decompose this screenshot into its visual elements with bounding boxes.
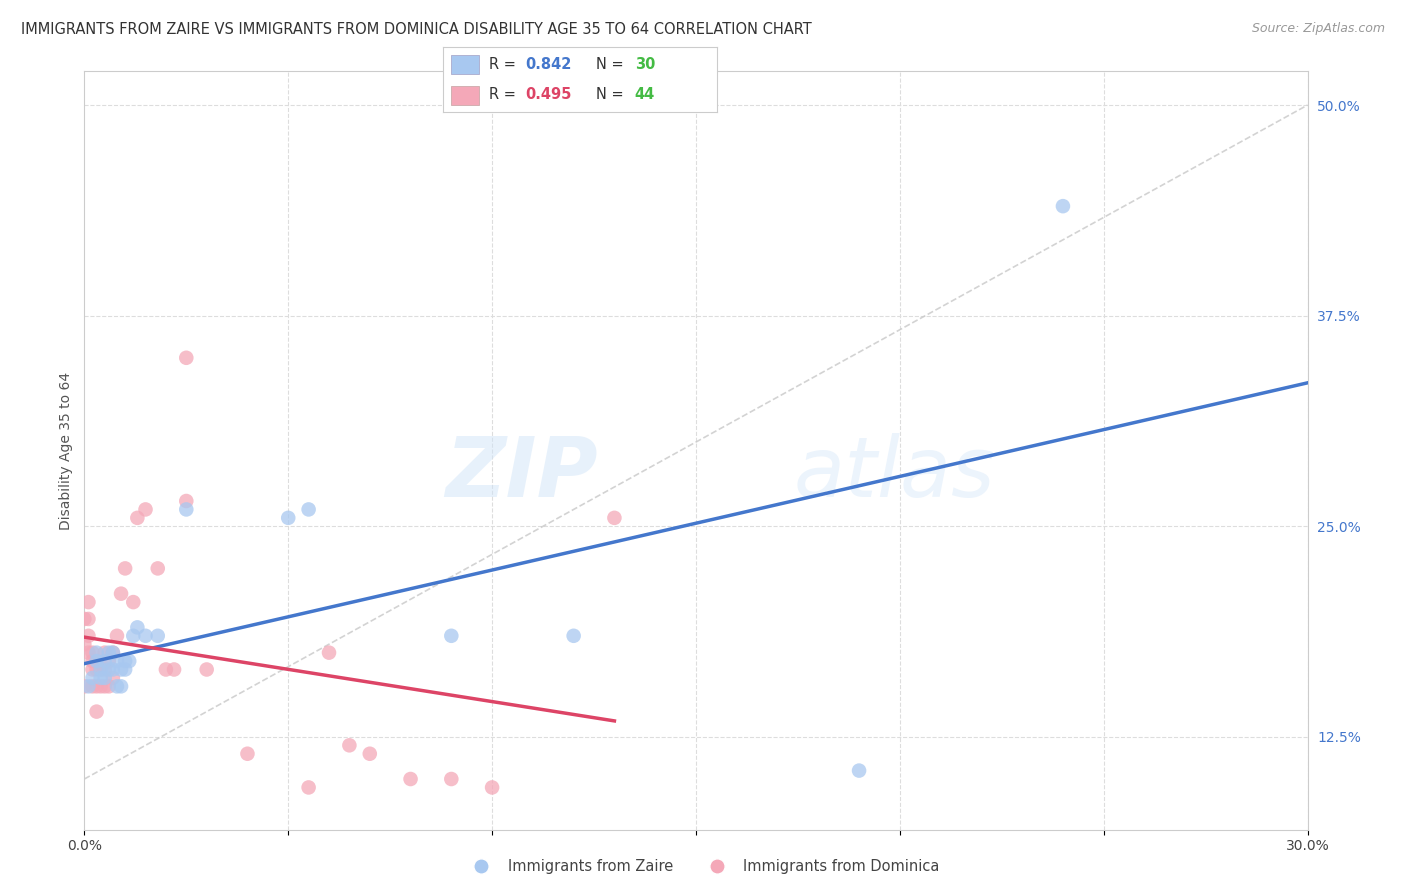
Point — [73, 679, 96, 693]
Legend: Immigrants from Zaire, Immigrants from Dominica: Immigrants from Zaire, Immigrants from D… — [461, 854, 945, 880]
Point — [90, 663, 112, 677]
Text: R =: R = — [489, 87, 522, 102]
Point — [146, 561, 169, 575]
Point — [86, 646, 108, 660]
Point — [339, 739, 361, 753]
Point — [277, 511, 299, 525]
Text: R =: R = — [489, 57, 522, 72]
Point — [101, 663, 124, 677]
Text: N =: N = — [596, 57, 628, 72]
Point — [82, 646, 104, 660]
Point — [86, 679, 108, 693]
Point — [86, 663, 108, 677]
Text: 30: 30 — [636, 57, 655, 72]
Point — [77, 646, 100, 660]
Point — [114, 561, 136, 575]
Point — [105, 654, 128, 668]
Point — [318, 646, 340, 660]
Point — [86, 654, 108, 668]
Point — [440, 629, 463, 643]
Point — [101, 646, 124, 660]
Point — [73, 612, 96, 626]
Text: N =: N = — [596, 87, 628, 102]
Point — [155, 663, 177, 677]
Point — [82, 671, 104, 685]
Text: IMMIGRANTS FROM ZAIRE VS IMMIGRANTS FROM DOMINICA DISABILITY AGE 35 TO 64 CORREL: IMMIGRANTS FROM ZAIRE VS IMMIGRANTS FROM… — [21, 22, 811, 37]
Point — [298, 502, 321, 516]
Point — [73, 637, 96, 651]
Point — [1052, 199, 1074, 213]
Text: Source: ZipAtlas.com: Source: ZipAtlas.com — [1251, 22, 1385, 36]
Point — [195, 663, 218, 677]
Point — [848, 764, 870, 778]
Point — [481, 780, 503, 795]
Point — [77, 629, 100, 643]
Point — [93, 654, 115, 668]
Point — [77, 612, 100, 626]
Point — [122, 629, 145, 643]
FancyBboxPatch shape — [451, 86, 478, 105]
Point — [90, 663, 112, 677]
Point — [93, 671, 115, 685]
Point — [105, 629, 128, 643]
Point — [127, 620, 149, 634]
Point — [114, 654, 136, 668]
Point — [82, 679, 104, 693]
Point — [97, 654, 120, 668]
Point — [97, 663, 120, 677]
Text: ZIP: ZIP — [446, 433, 598, 514]
Point — [399, 772, 422, 786]
Point — [77, 595, 100, 609]
Point — [101, 671, 124, 685]
Point — [110, 587, 132, 601]
Point — [101, 646, 124, 660]
Point — [86, 705, 108, 719]
Point — [93, 663, 115, 677]
Text: 0.842: 0.842 — [526, 57, 571, 72]
Point — [359, 747, 381, 761]
Point — [114, 663, 136, 677]
Point — [97, 679, 120, 693]
Point — [127, 511, 149, 525]
Point — [93, 679, 115, 693]
FancyBboxPatch shape — [451, 55, 478, 74]
Y-axis label: Disability Age 35 to 64: Disability Age 35 to 64 — [59, 371, 73, 530]
Point — [82, 654, 104, 668]
Point — [110, 663, 132, 677]
Text: atlas: atlas — [794, 433, 995, 514]
Point — [298, 780, 321, 795]
Point — [440, 772, 463, 786]
Point — [146, 629, 169, 643]
Point — [174, 502, 197, 516]
Point — [105, 679, 128, 693]
Point — [562, 629, 585, 643]
Point — [135, 502, 157, 516]
Text: 0.495: 0.495 — [526, 87, 571, 102]
Text: 44: 44 — [636, 87, 655, 102]
Point — [236, 747, 259, 761]
Point — [174, 351, 197, 365]
Point — [603, 511, 626, 525]
Point — [77, 679, 100, 693]
Point — [118, 654, 141, 668]
Point — [122, 595, 145, 609]
Point — [90, 671, 112, 685]
Point — [135, 629, 157, 643]
Point — [97, 646, 120, 660]
Point — [93, 646, 115, 660]
Point — [110, 679, 132, 693]
Point — [174, 494, 197, 508]
Point — [163, 663, 186, 677]
Point — [90, 679, 112, 693]
Point — [82, 663, 104, 677]
